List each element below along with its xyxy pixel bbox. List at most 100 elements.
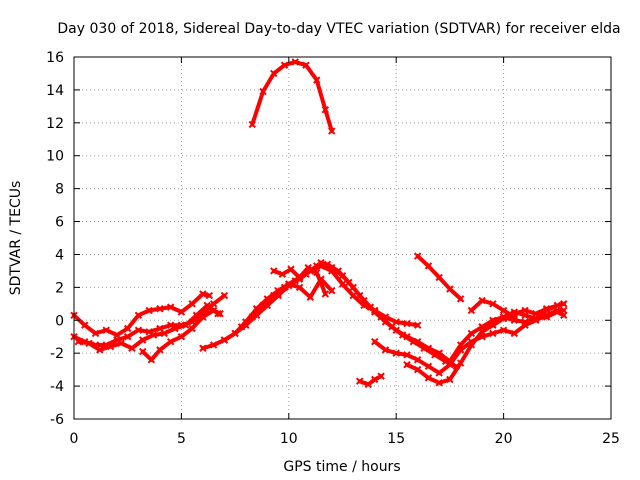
data-point bbox=[306, 293, 314, 301]
y-tick-label: 0 bbox=[55, 313, 64, 329]
chart-title: Day 030 of 2018, Sidereal Day-to-day VTE… bbox=[57, 21, 620, 37]
data-point bbox=[392, 349, 400, 357]
series-arc-k bbox=[355, 372, 385, 389]
data-point bbox=[134, 326, 143, 334]
data-point bbox=[334, 267, 342, 275]
data-point bbox=[328, 127, 336, 135]
data-point bbox=[166, 337, 175, 346]
data-point bbox=[280, 61, 289, 69]
x-axis-label: GPS time / hours bbox=[283, 459, 400, 475]
data-point bbox=[96, 346, 104, 354]
data-point bbox=[435, 349, 443, 357]
data-point bbox=[364, 380, 372, 389]
data-point bbox=[355, 377, 364, 385]
data-point bbox=[321, 290, 330, 298]
data-point bbox=[160, 329, 168, 338]
data-point bbox=[542, 313, 551, 321]
data-point bbox=[510, 329, 519, 338]
data-point bbox=[499, 306, 508, 315]
data-point bbox=[117, 339, 125, 348]
x-tick-label: 5 bbox=[177, 431, 186, 447]
x-tick-label: 25 bbox=[602, 431, 620, 447]
data-point bbox=[199, 344, 207, 352]
data-point bbox=[166, 303, 175, 311]
data-point bbox=[381, 346, 390, 354]
data-point bbox=[181, 321, 190, 329]
data-point bbox=[295, 273, 304, 282]
data-point bbox=[521, 311, 529, 320]
series-arc-a bbox=[70, 290, 214, 339]
data-point bbox=[313, 262, 321, 270]
data-point bbox=[220, 291, 229, 300]
data-point bbox=[446, 285, 454, 293]
data-point bbox=[413, 365, 422, 374]
data-point bbox=[388, 323, 396, 331]
series-arc-q bbox=[478, 300, 568, 331]
data-point bbox=[456, 295, 465, 303]
grid bbox=[74, 57, 611, 419]
data-point bbox=[270, 267, 278, 275]
data-point bbox=[499, 313, 508, 321]
data-point bbox=[199, 290, 207, 298]
y-tick-label: 2 bbox=[55, 280, 64, 296]
x-tick-label: 20 bbox=[495, 431, 513, 447]
data-point bbox=[371, 375, 379, 384]
data-point bbox=[446, 357, 454, 366]
data-point bbox=[295, 283, 304, 292]
data-point bbox=[102, 326, 110, 334]
series-arc-h bbox=[274, 275, 336, 301]
series-trace bbox=[404, 301, 566, 385]
data-point bbox=[147, 356, 156, 364]
data-point bbox=[499, 326, 508, 334]
data-point bbox=[231, 329, 239, 338]
data-point bbox=[345, 278, 353, 287]
data-point bbox=[313, 268, 321, 277]
data-point bbox=[259, 301, 267, 310]
series-arc-d bbox=[139, 306, 224, 364]
series-arc-p bbox=[467, 296, 519, 321]
data-point bbox=[542, 306, 551, 315]
series-arc-e bbox=[199, 262, 422, 352]
data-point bbox=[377, 313, 385, 321]
data-point bbox=[489, 329, 497, 338]
data-point bbox=[171, 324, 179, 333]
data-point bbox=[467, 306, 476, 315]
data-point bbox=[371, 337, 379, 346]
x-tick-label: 10 bbox=[280, 431, 298, 447]
data-point bbox=[192, 311, 201, 320]
y-tick-label: -2 bbox=[50, 346, 64, 362]
data-point bbox=[435, 273, 443, 282]
data-point bbox=[553, 301, 562, 310]
data-point bbox=[424, 362, 433, 371]
series-arc-j bbox=[248, 58, 336, 135]
data-point bbox=[199, 313, 207, 321]
data-point bbox=[560, 311, 568, 320]
data-point bbox=[270, 69, 278, 78]
data-point bbox=[156, 305, 164, 313]
data-point bbox=[128, 344, 136, 352]
data-point bbox=[285, 280, 293, 288]
data-point bbox=[435, 369, 443, 377]
data-point bbox=[248, 120, 256, 129]
data-point bbox=[321, 105, 330, 114]
data-point bbox=[521, 318, 529, 326]
data-series bbox=[70, 58, 568, 389]
data-point bbox=[467, 329, 476, 338]
data-point bbox=[456, 359, 465, 367]
data-point bbox=[377, 372, 385, 380]
data-point bbox=[413, 321, 422, 329]
series-trace bbox=[250, 59, 334, 133]
data-point bbox=[74, 337, 83, 346]
data-point bbox=[188, 324, 196, 333]
data-point bbox=[139, 347, 147, 356]
data-point bbox=[338, 280, 347, 288]
y-axis-ticks: -6 -4 -2 0 2 4 6 8 10 12 14 16 bbox=[46, 50, 611, 428]
data-point bbox=[489, 319, 497, 328]
data-point bbox=[403, 351, 411, 359]
data-point bbox=[209, 306, 218, 315]
data-point bbox=[188, 300, 196, 308]
data-point bbox=[424, 374, 433, 382]
series-trace bbox=[200, 264, 420, 351]
data-point bbox=[274, 290, 282, 298]
